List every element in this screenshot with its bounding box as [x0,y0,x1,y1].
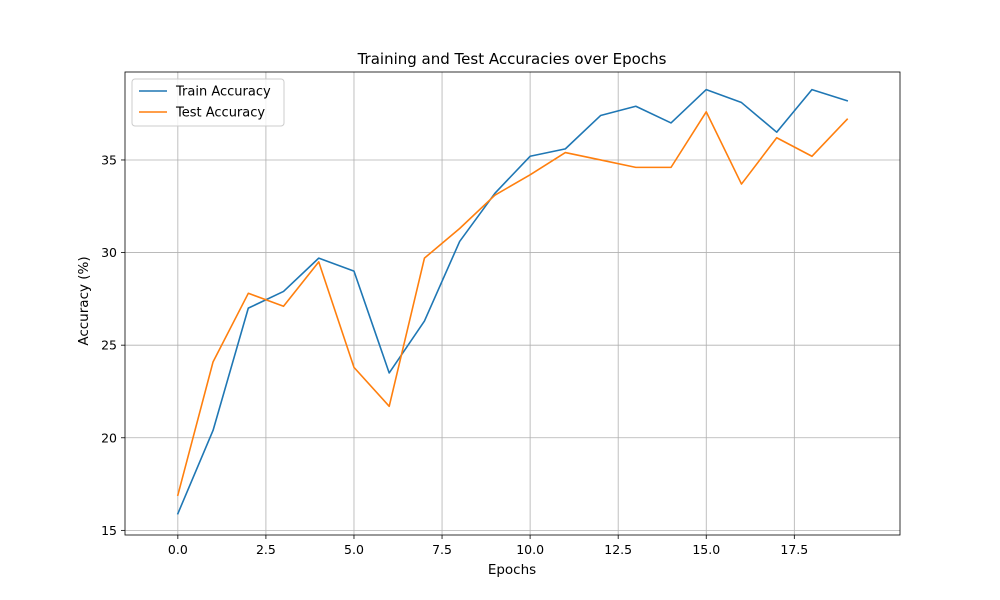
x-axis-ticks: 0.0 2.5 5.0 7.5 10.0 12.5 15.0 17.5 [168,535,808,557]
x-tick-label: 7.5 [432,542,452,557]
y-axis-ticks: 15 20 25 30 35 [101,152,125,538]
series-line-test-accuracy [176,111,849,497]
x-tick-label: 0.0 [168,542,188,557]
series-lines [176,88,849,515]
chart-title: Training and Test Accuracies over Epochs [357,50,667,68]
x-tick-label: 12.5 [604,542,632,557]
y-tick-label: 25 [101,338,117,353]
plot-area-frame [124,71,901,536]
legend: Train Accuracy Test Accuracy [131,78,285,127]
y-tick-label: 20 [101,430,117,445]
y-axis-label: Accuracy (%) [76,256,92,345]
x-tick-label: 17.5 [780,542,808,557]
x-tick-label: 2.5 [256,542,276,557]
grid [125,72,900,535]
legend-label: Test Accuracy [175,106,265,121]
y-tick-label: 30 [101,245,117,260]
y-tick-label: 15 [101,523,117,538]
legend-label: Train Accuracy [175,85,271,100]
series-line-train-accuracy [176,88,849,515]
x-tick-label: 5.0 [344,542,364,557]
y-tick-label: 35 [101,152,117,167]
x-tick-label: 10.0 [516,542,544,557]
legend-box [131,78,285,127]
x-tick-label: 15.0 [692,542,720,557]
x-axis-label: Epochs [488,562,536,578]
